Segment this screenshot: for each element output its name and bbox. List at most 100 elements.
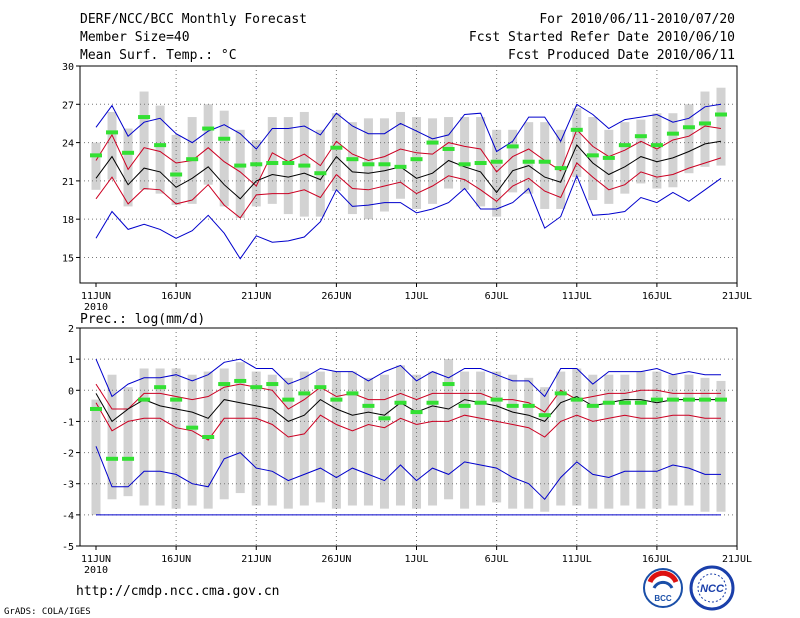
temperature-median-marker: [138, 115, 151, 120]
precipitation-median-marker: [186, 425, 199, 430]
temperature-median-marker: [394, 164, 407, 169]
temperature-ytick-label: 27: [62, 100, 74, 111]
temperature-median-marker: [122, 150, 135, 155]
precipitation-spread-box: [668, 374, 678, 506]
temperature-median-marker: [282, 161, 295, 166]
precipitation-median-marker: [282, 397, 295, 402]
precipitation-spread-box: [412, 374, 422, 509]
precipitation-median-marker: [506, 403, 519, 408]
temperature-spread-box: [363, 118, 373, 220]
temperature-median-marker: [202, 126, 215, 131]
precipitation-median-marker: [266, 382, 279, 387]
temperature-xtick-label: 16JUL: [642, 291, 672, 302]
precipitation-median-marker: [602, 400, 615, 405]
ncc-logo: NCC: [689, 565, 735, 611]
temperature-xtick-label: 6JUL: [485, 291, 509, 302]
precipitation-spread-box: [251, 371, 261, 506]
source-url[interactable]: http://cmdp.ncc.cma.gov.cn: [76, 584, 280, 599]
precipitation-spread-box: [283, 377, 293, 509]
temperature-median-marker: [538, 159, 551, 164]
precipitation-median-marker: [90, 406, 102, 411]
temperature-spread-box: [412, 117, 422, 209]
variable-label: Mean Surf. Temp.: °C: [80, 48, 237, 63]
temperature-median-marker: [250, 162, 263, 167]
ncc-logo-text: NCC: [700, 583, 725, 595]
temperature-xtick-label: 1JUL: [404, 291, 428, 302]
precipitation-median-marker: [698, 397, 711, 402]
precipitation-median-marker: [570, 397, 583, 402]
bcc-logo-text: BCC: [654, 594, 672, 603]
precipitation-spread-box: [267, 374, 277, 506]
precipitation-spread-box: [716, 380, 726, 512]
precipitation-median-marker: [474, 400, 487, 405]
precipitation-spread-box: [107, 374, 117, 500]
temperature-spread-box: [460, 117, 470, 190]
precipitation-median-marker: [394, 400, 407, 405]
precipitation-median-marker: [234, 378, 247, 383]
temperature-spread-box: [251, 140, 261, 207]
temperature-median-marker: [682, 125, 695, 130]
temperature-median-marker: [698, 121, 711, 126]
precipitation-median-marker: [170, 397, 183, 402]
temperature-ytick-label: 21: [62, 177, 74, 188]
temperature-lower-line: [95, 157, 722, 219]
temperature-upper-line: [95, 125, 722, 187]
precipitation-median-marker: [138, 397, 151, 402]
temperature-median-marker: [314, 171, 327, 176]
temperature-panel: 15 18 21 24 27 30 11JUN 16JUN 21JUN 26JUN 1JUL 6JUL…: [62, 62, 752, 313]
precipitation-spread-box: [155, 368, 165, 506]
temperature-median-marker: [586, 153, 599, 158]
precipitation-spread-box: [540, 387, 550, 512]
temperature-median-marker: [474, 161, 487, 166]
precipitation-spread-box: [379, 374, 389, 509]
chart-title: DERF/NCC/BCC Monthly Forecast: [80, 12, 307, 27]
temperature-spread-box: [444, 117, 454, 189]
precipitation-median-marker: [154, 385, 167, 390]
precipitation-xtick-label: 26JUN: [321, 554, 351, 565]
temperature-median-marker: [602, 155, 615, 160]
precipitation-max-line: [95, 358, 721, 398]
precipitation-xtick-label: 16JUL: [642, 554, 672, 565]
temperature-median-marker: [298, 163, 311, 168]
precipitation-lower-line: [95, 402, 721, 441]
temperature-median-marker: [266, 161, 279, 166]
temperature-spread-box: [588, 117, 598, 201]
temperature-median-marker: [554, 166, 567, 171]
precipitation-ytick-label: -1: [62, 417, 74, 428]
precipitation-spread-box: [700, 377, 710, 512]
temperature-median-marker: [570, 127, 583, 132]
temperature-min-line: [95, 174, 722, 260]
precipitation-panel: -5 -4 -3 -2 -1 0 1 2 11JUN 16JUN 21JUN 26JUN 1JUL 6JU…: [62, 324, 752, 576]
precipitation-spread-box: [123, 387, 133, 497]
temperature-year-label: 2010: [84, 302, 108, 313]
temperature-spread-box: [492, 129, 502, 217]
temperature-median-marker: [186, 157, 199, 162]
temperature-median-marker: [666, 131, 679, 136]
precipitation-median-marker: [202, 435, 215, 439]
temperature-spread-box: [604, 129, 614, 204]
precipitation-spread-box: [684, 374, 694, 506]
temperature-spread-box: [620, 122, 630, 194]
temperature-median-marker: [346, 157, 359, 162]
precip-variable-label: Prec.: log(mm/d): [80, 312, 205, 327]
precipitation-median-marker: [106, 456, 119, 461]
temperature-spread-box: [700, 91, 710, 167]
temperature-median-marker: [442, 146, 455, 151]
temperature-spread-box: [395, 111, 405, 199]
precipitation-median-marker: [410, 410, 423, 415]
precipitation-xtick-label: 11JUL: [562, 554, 592, 565]
precipitation-spread-box: [476, 371, 486, 506]
temperature-max-line: [95, 103, 722, 153]
temperature-xtick-label: 11JUL: [562, 291, 592, 302]
temperature-mean-line: [95, 140, 722, 200]
precipitation-median-marker: [715, 397, 727, 402]
forecast-period: For 2010/06/11-2010/07/20: [539, 12, 735, 27]
grads-credit: GrADS: COLA/IGES: [4, 607, 91, 617]
temperature-spread-box: [107, 111, 117, 180]
temperature-median-marker: [90, 153, 102, 158]
precipitation-ytick-label: 1: [68, 355, 74, 366]
precipitation-spread-box: [460, 371, 470, 509]
temperature-spread-box: [123, 128, 133, 207]
precipitation-ytick-label: -3: [62, 480, 74, 491]
